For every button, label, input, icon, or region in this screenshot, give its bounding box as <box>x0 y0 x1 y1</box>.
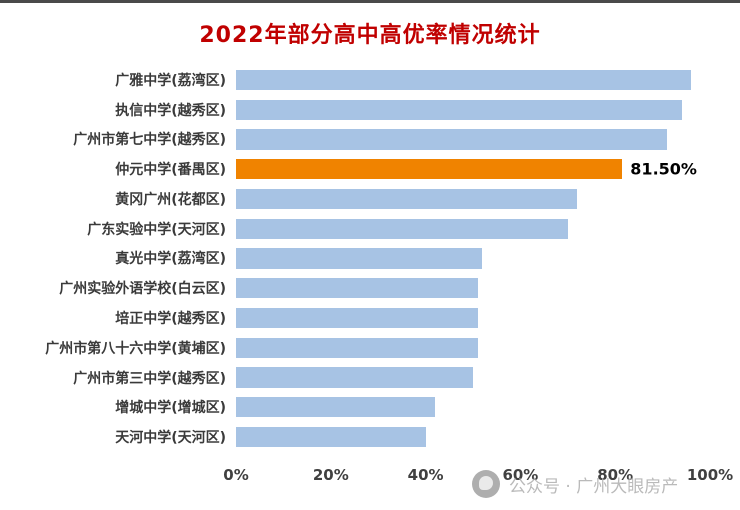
bar-track <box>236 397 710 418</box>
chart-rows: 广雅中学(荔湾区) 执信中学(越秀区) 广州市第七中学(越秀区) 仲元中学(番禺区) 8… <box>14 65 710 452</box>
bar-track <box>236 307 710 329</box>
chart-row: 广州市第三中学(越秀区) <box>14 363 710 393</box>
chart-title: 2022年部分高中高优率情况统计 <box>199 23 541 48</box>
bar <box>236 397 436 418</box>
bar <box>236 278 478 299</box>
category-label: 培正中学(越秀区) <box>115 311 226 327</box>
bar <box>236 218 568 239</box>
x-axis-tick: 80% <box>597 466 634 484</box>
category-label: 增城中学(增城区) <box>115 400 226 417</box>
chart-row: 增城中学(增城区) <box>14 392 710 422</box>
bar-track <box>236 278 710 299</box>
category-label: 真光中学(荔湾区) <box>115 251 226 268</box>
bar-track <box>236 248 710 269</box>
chart-row: 执信中学(越秀区) <box>14 95 710 125</box>
bar <box>236 69 692 90</box>
watermark-text: 公众号 · 广州大眼房产 <box>509 476 679 497</box>
category-label: 黄冈广州(花都区) <box>115 191 226 208</box>
bar-track <box>236 188 710 210</box>
chart-row: 广州实验外语学校(白云区) <box>14 273 710 303</box>
bar-track <box>236 129 710 150</box>
x-axis-tick: 100% <box>686 466 734 484</box>
chart-row: 广州市第八十六中学(黄埔区) <box>14 333 710 363</box>
category-label: 执信中学(越秀区) <box>115 102 226 119</box>
bar <box>236 337 478 358</box>
bar-track <box>236 69 710 90</box>
bar <box>236 188 578 210</box>
x-axis-tick: 60% <box>502 466 539 484</box>
x-axis-tick: 0% <box>223 466 249 484</box>
category-label: 广东实验中学(天河区) <box>87 221 226 238</box>
bar-track <box>236 367 710 388</box>
category-label: 广雅中学(荔湾区) <box>115 72 226 89</box>
bar-track <box>236 426 710 448</box>
watermark: 公众号 · 广州大眼房产 <box>472 470 678 498</box>
value-label: 81.50% <box>630 159 697 179</box>
x-axis-ticks: 0% 20% 40% 60% 80% 100% <box>223 464 733 488</box>
chart-row: 天河中学(天河区) <box>14 422 710 452</box>
bar <box>236 99 682 120</box>
bar <box>236 367 473 388</box>
category-label: 天河中学(天河区) <box>115 430 226 447</box>
bar-track: 81.50% <box>236 159 710 180</box>
chart-row: 仲元中学(番禺区) 81.50% <box>14 154 710 184</box>
category-label: 广州市第三中学(越秀区) <box>73 370 226 387</box>
x-axis-tick: 40% <box>407 466 444 484</box>
chart-row: 真光中学(荔湾区) <box>14 244 710 274</box>
category-label: 广州市第八十六中学(黄埔区) <box>45 340 226 357</box>
category-label: 广州市第七中学(越秀区) <box>73 132 226 149</box>
bar-track <box>236 99 710 120</box>
bar-track <box>236 337 710 358</box>
chart-row: 黄冈广州(花都区) <box>14 184 710 214</box>
bar <box>236 248 483 269</box>
bar <box>236 426 426 448</box>
bar <box>236 129 668 150</box>
bar-track <box>236 218 710 239</box>
chart-row: 广州市第七中学(越秀区) <box>14 125 710 155</box>
x-axis-tick: 20% <box>312 466 349 484</box>
category-label: 广州实验外语学校(白云区) <box>59 281 226 298</box>
x-axis: 0% 20% 40% 60% 80% 100% <box>14 464 733 488</box>
chart-row: 广东实验中学(天河区) <box>14 214 710 244</box>
chart-row: 广雅中学(荔湾区) <box>14 65 710 95</box>
bar <box>236 307 478 329</box>
category-label: 仲元中学(番禺区) <box>115 162 226 179</box>
chart-row: 培正中学(越秀区) <box>14 303 710 333</box>
media-logo-icon <box>472 470 500 498</box>
highlighted-bar <box>236 159 623 180</box>
bar-chart: 广雅中学(荔湾区) 执信中学(越秀区) 广州市第七中学(越秀区) 仲元中学(番禺区) 8… <box>14 65 710 452</box>
